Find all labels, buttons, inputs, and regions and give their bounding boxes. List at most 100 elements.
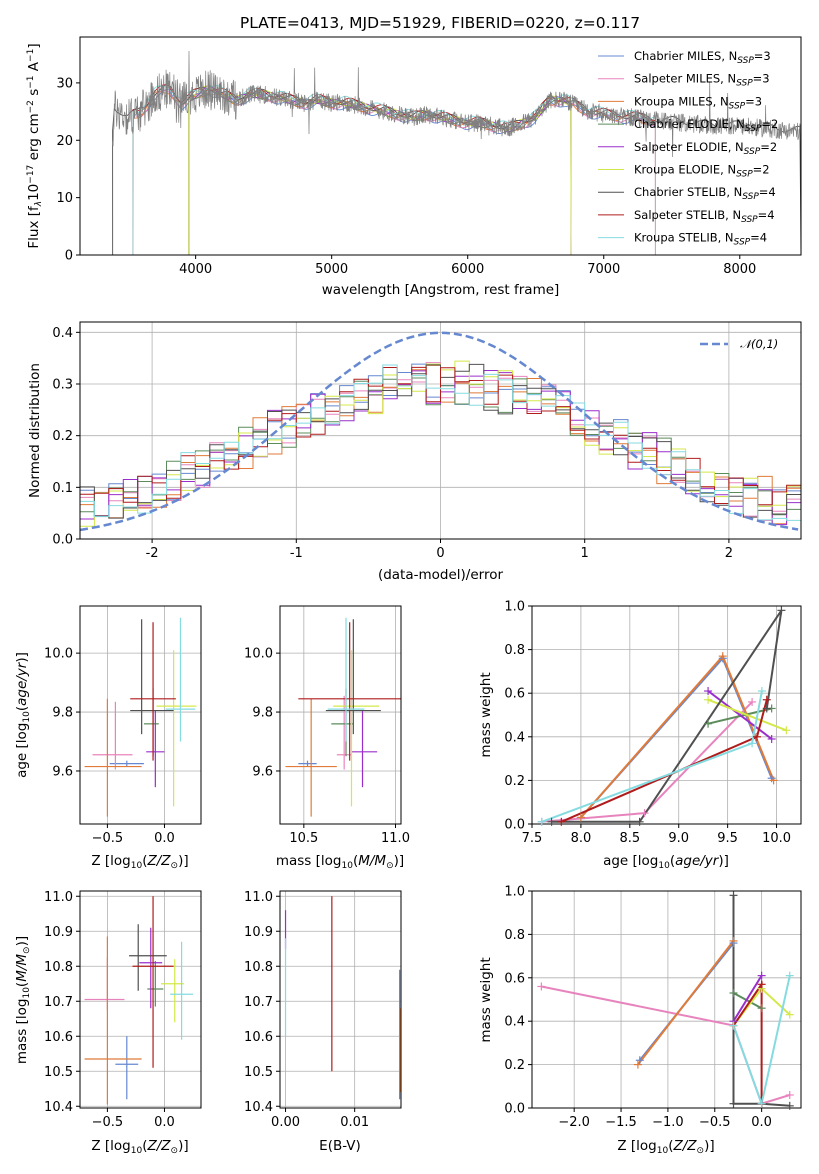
- legend-entry: Kroupa MILES, NSSP=3: [634, 94, 762, 111]
- observed-spectrum-line: [112, 50, 801, 158]
- y-tick-label: 0.1: [52, 481, 73, 496]
- axes-mass-vs-EBV: 0.00 0.01 10.4 10.5 10.6 10.7 10.8 10.9 11.0 E(B-…: [244, 890, 402, 1154]
- y-tick-label: 10.9: [44, 925, 73, 940]
- legend-entry: Kroupa STELIB, NSSP=4: [634, 231, 767, 248]
- y-tick-label: 10.8: [244, 960, 273, 975]
- axes-frame: [531, 605, 802, 825]
- axes-mass-vs-Z: −0.5 0.0 10.4 10.5 10.6 10.7 10.8 10.9 11.0 Z [lo…: [14, 890, 202, 1156]
- gaussian-curve: [80, 331, 799, 532]
- mass-weight-line: [732, 975, 763, 1022]
- y-tick-label: 9.8: [52, 706, 73, 721]
- y-tick-label: 10.5: [244, 1065, 273, 1080]
- y-tick-label: 0.2: [52, 429, 73, 444]
- x-tick-label: 0.01: [340, 1115, 369, 1130]
- axes-frame: [79, 890, 202, 1109]
- y-tick-label: 0: [65, 249, 73, 264]
- y-tick-label: 0.0: [52, 533, 73, 548]
- x-tick-label: 0.0: [751, 1115, 772, 1130]
- x-tick-label: 8000: [723, 262, 756, 277]
- mass-weight-line: [551, 609, 783, 823]
- mass-weight-line: [707, 698, 787, 732]
- y-tick-label: 0.0: [504, 818, 525, 833]
- y-tick-label: 0.4: [504, 1015, 525, 1030]
- mass-weight-line: [580, 656, 773, 819]
- x-tick-label: −1.0: [652, 1115, 684, 1130]
- legend-entry: Kroupa ELODIE, NSSP=2: [634, 163, 770, 180]
- axes-frame: [79, 36, 802, 256]
- y-axis-label: Normed distribution: [27, 363, 43, 498]
- y-axis-label: Flux [fλ10−17 erg cm−2 s−1 A−1]: [26, 43, 44, 248]
- x-axis-label: (data-model)/error: [378, 567, 504, 583]
- x-tick-label: 0.0: [154, 831, 175, 846]
- plot-area-weight-vs-age: [541, 609, 787, 823]
- mass-weight-line: [732, 981, 763, 1104]
- x-tick-label: 10.5: [289, 831, 318, 846]
- x-axis-label: Z [log10(Z/Z⊙)]: [617, 1138, 714, 1156]
- x-tick-label: −0.5: [92, 831, 124, 846]
- x-tick-label: 6000: [451, 262, 484, 277]
- x-axis-label: Z [log10(Z/Z⊙)]: [91, 853, 188, 871]
- x-tick-label: -2: [146, 546, 159, 561]
- x-tick-label: 10.0: [762, 831, 791, 846]
- residual-histogram-line: [80, 363, 801, 539]
- x-axis-label: age [log10(age/yr)]: [603, 853, 729, 871]
- x-tick-label: -1: [290, 546, 303, 561]
- legend-entry: Chabrier MILES, NSSP=3: [634, 49, 771, 66]
- mass-weight-line: [732, 895, 790, 1107]
- legend-entry: Salpeter MILES, NSSP=3: [634, 72, 770, 89]
- y-tick-label: 20: [56, 134, 73, 149]
- y-axis-label: mass weight: [478, 672, 494, 757]
- y-tick-label: 10.0: [244, 647, 273, 662]
- x-tick-label: −0.5: [699, 1115, 731, 1130]
- legend-entry: Chabrier STELIB, NSSP=4: [634, 185, 776, 202]
- y-tick-label: 10.6: [244, 1030, 273, 1045]
- x-axis-label: wavelength [Angstrom, rest frame]: [322, 282, 560, 298]
- y-tick-label: 10.4: [244, 1100, 273, 1115]
- y-tick-label: 1.0: [504, 885, 525, 900]
- y-tick-label: 11.0: [244, 890, 273, 905]
- plot-area-residuals: [80, 331, 801, 539]
- x-tick-label: 8.5: [619, 831, 640, 846]
- x-tick-label: 0.0: [154, 1115, 175, 1130]
- x-tick-label: 9.5: [717, 831, 738, 846]
- plot-area-age-vs-mass: [285, 617, 401, 817]
- x-tick-label: 7000: [587, 262, 620, 277]
- y-tick-label: 9.6: [52, 764, 73, 779]
- x-tick-label: 8.0: [571, 831, 592, 846]
- axes-frame: [79, 605, 202, 825]
- y-tick-label: 0.6: [504, 971, 525, 986]
- x-tick-label: 11.0: [381, 831, 410, 846]
- y-tick-label: 0.6: [504, 687, 525, 702]
- mass-weight-line: [733, 992, 763, 1010]
- axes-frame: [279, 605, 402, 825]
- plot-area-mass-vs-EBV: [284, 896, 401, 1100]
- x-tick-label: 4000: [179, 262, 212, 277]
- x-tick-label: 2: [725, 546, 733, 561]
- plot-area-weight-vs-Z: [541, 895, 791, 1108]
- x-axis-label: mass [log10(M/M⊙)]: [276, 853, 404, 871]
- axes-weight-vs-Z: −2.0 −1.5 −1.0 −0.5 0.0 0.0 0.2 0.4 0.6 0.8 1.0 Z […: [478, 885, 802, 1156]
- y-tick-label: 9.8: [252, 706, 273, 721]
- y-tick-label: 10.8: [44, 960, 73, 975]
- y-tick-label: 0.0: [504, 1102, 525, 1117]
- residual-histogram-line: [80, 364, 801, 539]
- axes-weight-vs-age: 7.5 8.0 8.5 9.0 9.5 10.0 0.0 0.2 0.4 0.6 0.8 1.0 age…: [478, 600, 802, 871]
- y-tick-label: 10.5: [44, 1065, 73, 1080]
- y-tick-label: 10.7: [244, 995, 273, 1010]
- axes-frame: [531, 890, 802, 1109]
- figure-title: PLATE=0413, MJD=51929, FIBERID=0220, z=0…: [240, 14, 640, 32]
- plot-area-age-vs-Z: [84, 617, 197, 817]
- y-tick-label: 10.4: [44, 1100, 73, 1115]
- y-tick-label: 0.4: [52, 326, 73, 341]
- mass-weight-line: [707, 690, 773, 740]
- y-tick-label: 11.0: [44, 890, 73, 905]
- plot-area-mass-vs-Z: [84, 896, 194, 1105]
- x-tick-label: 7.5: [522, 831, 543, 846]
- y-tick-label: 0.3: [52, 378, 73, 393]
- x-tick-label: −0.5: [92, 1115, 124, 1130]
- y-tick-label: 10.9: [244, 925, 273, 940]
- y-tick-label: 10: [56, 191, 73, 206]
